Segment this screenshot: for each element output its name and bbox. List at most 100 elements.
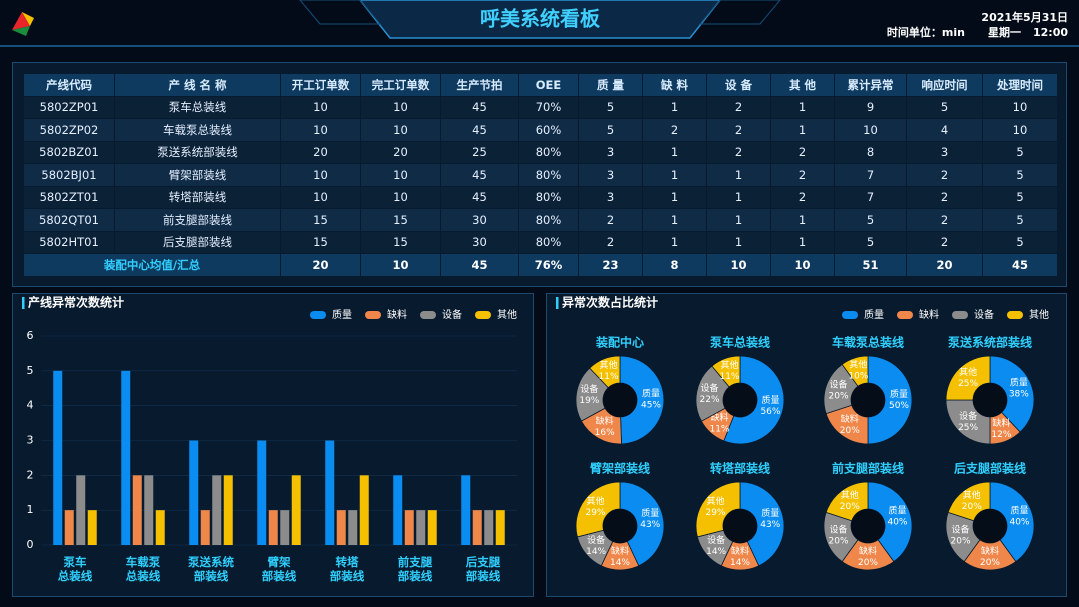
table-cell: 5802ZP02: [24, 119, 114, 141]
pie-title: 臂架部装线: [590, 461, 650, 476]
table-cell: 后支腿部装线: [115, 231, 280, 253]
legend-swatch: [310, 311, 326, 319]
table-cell: 30: [441, 209, 518, 231]
bar: [416, 510, 426, 545]
table-row: 5802ZP01 泵车总装线 10 10 45 70% 5 1 2 1 9 5 10: [24, 96, 1057, 118]
bar: [189, 440, 199, 545]
y-tick-label: 2: [27, 468, 34, 481]
pie-hole: [851, 383, 885, 417]
bar: [132, 475, 142, 545]
footer-cell: 45: [983, 254, 1057, 276]
table-cell: 10: [361, 96, 440, 118]
footer-cell: 51: [835, 254, 906, 276]
slice-name: 其他: [841, 489, 859, 501]
slice-name: 质量: [761, 507, 779, 519]
legend-label: 设备: [974, 308, 994, 321]
table-cell: 7: [835, 186, 906, 208]
table-cell: 5: [579, 119, 642, 141]
pie-title: 前支腿部装线: [832, 461, 904, 476]
table-cell: 2: [707, 96, 770, 118]
bar: [495, 510, 505, 545]
pie-title: 后支腿部装线: [954, 461, 1026, 476]
table-cell: 1: [643, 186, 706, 208]
table-cell: 10: [281, 186, 360, 208]
y-tick-label: 1: [27, 503, 34, 516]
table-cell: 10: [281, 164, 360, 186]
table-cell: 25: [441, 141, 518, 163]
chart-title: 异常次数占比统计: [562, 295, 658, 310]
footer-cell: 20: [281, 254, 360, 276]
slice-name: 缺料: [981, 545, 999, 557]
table-cell: 5802BZ01: [24, 141, 114, 163]
table-row: 5802HT01 后支腿部装线 15 15 30 80% 2 1 1 1 5 2 5: [24, 231, 1057, 253]
slice-value-label: 11%: [599, 372, 619, 382]
column-header: 设 备: [707, 74, 770, 96]
legend-label: 质量: [332, 309, 352, 321]
pie-hole: [723, 383, 757, 417]
chart-title: 产线异常次数统计: [28, 295, 124, 310]
table-row: 5802BZ01 泵送系统部装线 20 20 25 80% 3 1 2 2 8 3 5: [24, 141, 1057, 163]
page-title: 呼美系统看板: [480, 7, 601, 31]
table-cell: 1: [707, 209, 770, 231]
table-cell: 5: [907, 96, 982, 118]
table-cell: 10: [361, 119, 440, 141]
slice-name: 质量: [1010, 377, 1028, 389]
bar: [87, 510, 97, 545]
table-cell: 45: [441, 186, 518, 208]
table-cell: 7: [835, 164, 906, 186]
y-tick-label: 6: [27, 329, 34, 342]
bar: [64, 510, 74, 545]
footer-cell: 20: [907, 254, 982, 276]
slice-name: 其他: [963, 489, 981, 501]
slice-value-label: 11%: [719, 372, 739, 382]
slice-value-label: 19%: [579, 396, 599, 406]
bar: [404, 510, 414, 545]
bar: [393, 475, 403, 545]
table-cell: 10: [281, 119, 360, 141]
table-cell: 1: [643, 141, 706, 163]
pie-slice: [825, 481, 869, 522]
slice-name: 其他: [586, 495, 604, 507]
table-cell: 8: [835, 141, 906, 163]
table-cell: 泵送系统部装线: [115, 141, 280, 163]
bar: [280, 510, 290, 545]
column-header: 完工订单数: [361, 74, 440, 96]
table-cell: 1: [643, 209, 706, 231]
slice-name: 设备: [701, 382, 719, 394]
slice-value-label: 14%: [586, 547, 606, 557]
x-tick-label: 泵车 总装线: [57, 555, 93, 583]
legend-swatch: [897, 311, 913, 319]
slice-name: 其他: [720, 359, 738, 371]
table-row: 5802ZT01 转塔部装线 10 10 45 80% 3 1 1 2 7 2 5: [24, 186, 1057, 208]
footer-cell: 8: [643, 254, 706, 276]
x-tick-label: 前支腿 部装线: [397, 555, 433, 583]
slice-value-label: 22%: [700, 395, 720, 405]
table-cell: 2: [707, 119, 770, 141]
slice-value-label: 38%: [1009, 390, 1029, 400]
table-cell: 5: [983, 209, 1057, 231]
table-cell: 80%: [519, 141, 578, 163]
legend-label: 其他: [497, 308, 517, 321]
table-cell: 10: [281, 96, 360, 118]
slice-name: 缺料: [731, 545, 749, 557]
legend-swatch: [475, 311, 491, 319]
bar: [427, 510, 437, 545]
header-row: 产线代码产 线 名 称开工订单数 完工订单数 生产节拍 OEE 质 量缺 料设 备其 他…: [24, 74, 1057, 96]
table-cell: 15: [281, 209, 360, 231]
x-tick-label: 转塔 部装线: [329, 555, 365, 583]
bar: [472, 510, 482, 545]
slice-value-label: 14%: [610, 558, 630, 568]
slice-name: 设备: [707, 534, 725, 546]
table-cell: 车载泵总装线: [115, 119, 280, 141]
table-cell: 1: [771, 96, 834, 118]
table-cell: 1: [643, 231, 706, 253]
x-tick-label: 车载泵 总装线: [125, 555, 161, 583]
table-cell: 5: [983, 231, 1057, 253]
y-tick-label: 4: [27, 399, 34, 412]
slice-value-label: 12%: [991, 430, 1011, 440]
table-cell: 10: [361, 186, 440, 208]
table-cell: 2: [907, 209, 982, 231]
pie-title: 装配中心: [595, 335, 644, 350]
table-cell: 45: [441, 119, 518, 141]
